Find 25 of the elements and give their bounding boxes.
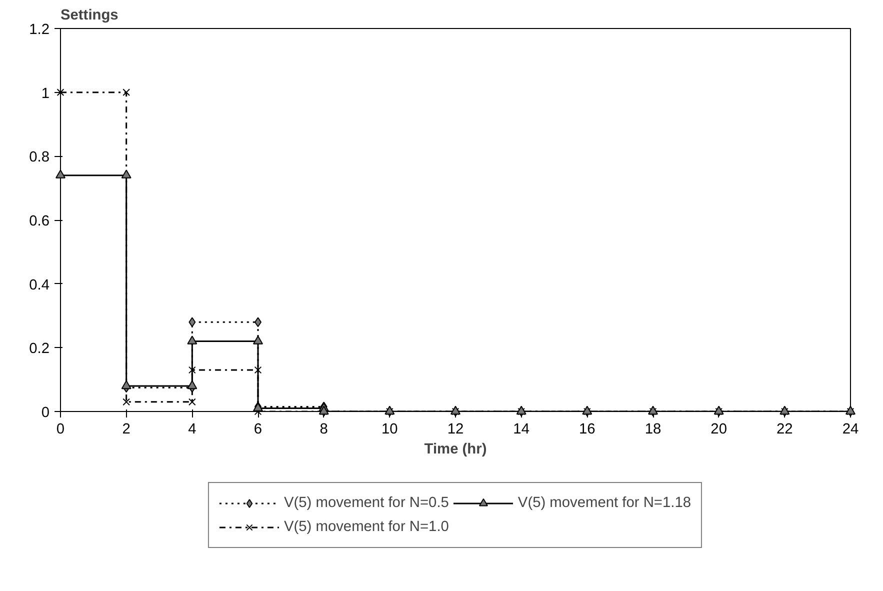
x-tick-label: 24 [842,422,859,438]
legend-label: V(5) movement for N=1.0 [284,519,449,535]
y-axis-title: Settings [60,8,118,24]
x-tick-label: 10 [382,422,398,438]
y-tick-label: 0 [41,405,50,421]
y-tick-label: 1.2 [29,22,50,38]
y-tick-label: 0.4 [29,277,50,294]
x-tick-label: 4 [188,422,196,438]
x-tick-label: 22 [776,422,793,438]
x-tick-label: 6 [254,422,262,438]
x-tick-label: 8 [320,422,328,438]
x-tick-label: 2 [122,422,130,438]
y-tick-label: 0.2 [29,341,50,358]
x-tick-label: 16 [579,422,596,438]
y-tick-label: 0.8 [29,150,50,166]
x-tick-label: 0 [56,422,65,438]
x-tick-label: 12 [447,422,464,438]
x-tick-label: 14 [513,422,530,438]
x-tick-label: 18 [644,422,662,438]
y-tick-label: 0.6 [29,214,50,230]
x-axis-title: Time (hr) [424,442,487,458]
legend-label: V(5) movement for N=1.18 [518,495,692,511]
legend-label: V(5) movement for N=0.5 [284,495,449,511]
x-tick-label: 20 [710,422,727,438]
y-tick-label: 1 [41,86,50,102]
